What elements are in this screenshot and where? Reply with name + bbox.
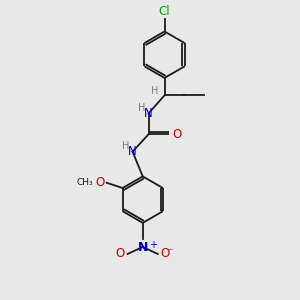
Text: H: H bbox=[138, 103, 145, 112]
Text: CH₃: CH₃ bbox=[76, 178, 93, 187]
Text: N: N bbox=[138, 241, 148, 254]
Text: O: O bbox=[172, 128, 182, 141]
Text: O: O bbox=[116, 248, 125, 260]
Text: +: + bbox=[148, 240, 157, 250]
Text: N: N bbox=[144, 107, 153, 120]
Text: H: H bbox=[122, 141, 129, 151]
Text: H: H bbox=[151, 86, 159, 96]
Text: Cl: Cl bbox=[159, 5, 170, 18]
Text: ⁻: ⁻ bbox=[167, 248, 173, 257]
Text: O: O bbox=[161, 248, 170, 260]
Text: O: O bbox=[95, 176, 104, 189]
Text: N: N bbox=[128, 145, 137, 158]
